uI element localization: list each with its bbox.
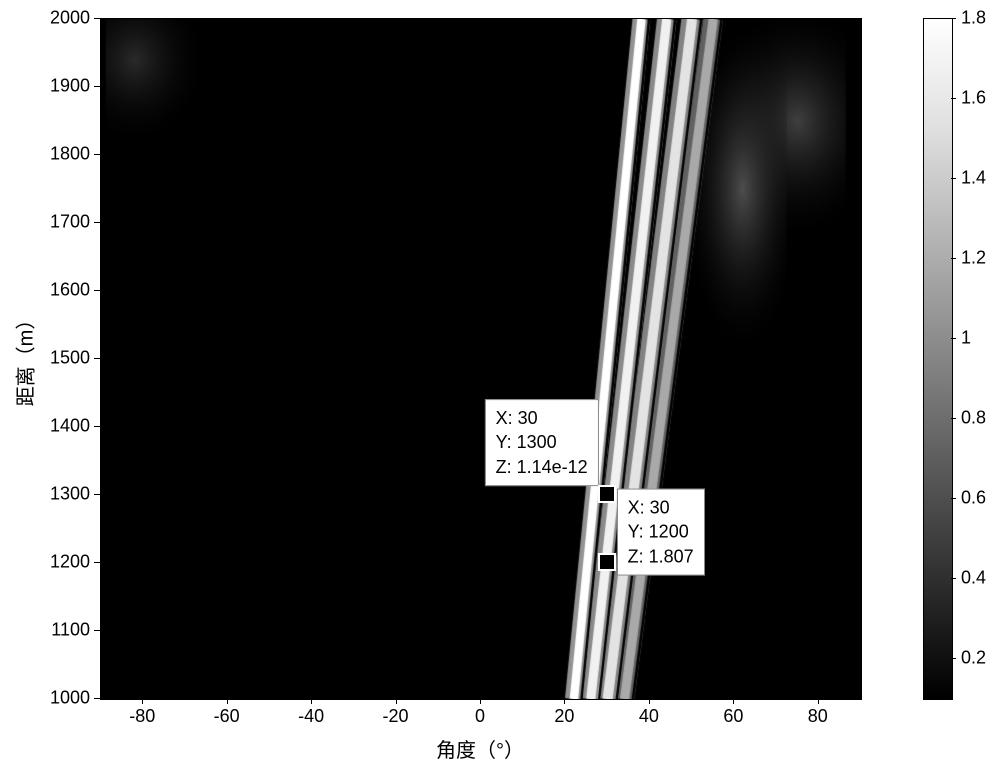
tick-label: -60 xyxy=(214,706,240,727)
axis-tick xyxy=(480,698,481,704)
tick-label: 1500 xyxy=(50,348,90,369)
heatmap-plot xyxy=(100,18,862,700)
tick-label: 0.6 xyxy=(961,488,986,509)
tick-label: 2000 xyxy=(50,8,90,29)
tick-label: 1.6 xyxy=(961,88,986,109)
axis-tick xyxy=(94,222,100,223)
axis-tick xyxy=(94,358,100,359)
tick-label: 1200 xyxy=(50,552,90,573)
axis-tick xyxy=(951,498,956,499)
datatip-marker[interactable] xyxy=(598,485,616,503)
tick-label: 1.2 xyxy=(961,248,986,269)
x-axis-label: 角度（°） xyxy=(436,734,524,763)
axis-tick xyxy=(951,178,956,179)
tick-label: 1700 xyxy=(50,212,90,233)
axis-tick xyxy=(396,698,397,704)
axis-tick xyxy=(94,698,100,699)
tick-label: -20 xyxy=(383,706,409,727)
tick-label: 0.2 xyxy=(961,648,986,669)
axis-tick xyxy=(951,658,956,659)
tick-label: 60 xyxy=(723,706,743,727)
datatip-y: Y: 1300 xyxy=(496,430,588,454)
datatip-box[interactable]: X: 30Y: 1300Z: 1.14e-12 xyxy=(485,399,599,486)
axis-tick xyxy=(951,258,956,259)
tick-label: 0.4 xyxy=(961,568,986,589)
axis-tick xyxy=(311,698,312,704)
tick-label: 1300 xyxy=(50,484,90,505)
axis-tick xyxy=(94,18,100,19)
tick-label: 1.8 xyxy=(961,8,986,29)
tick-label: 0 xyxy=(475,706,485,727)
axis-tick xyxy=(94,86,100,87)
datatip-y: Y: 1200 xyxy=(628,520,694,544)
datatip-marker[interactable] xyxy=(598,553,616,571)
tick-label: 1400 xyxy=(50,416,90,437)
axis-tick xyxy=(951,18,956,19)
axis-tick xyxy=(733,698,734,704)
tick-label: 1600 xyxy=(50,280,90,301)
axis-tick xyxy=(94,154,100,155)
datatip-x: X: 30 xyxy=(496,406,588,430)
axis-tick xyxy=(951,578,956,579)
tick-label: 1.4 xyxy=(961,168,986,189)
tick-label: 20 xyxy=(554,706,574,727)
datatip-x: X: 30 xyxy=(628,496,694,520)
heatmap-canvas xyxy=(101,19,861,699)
datatip-box[interactable]: X: 30Y: 1200Z: 1.807 xyxy=(617,489,705,576)
axis-tick xyxy=(94,562,100,563)
axis-tick xyxy=(951,98,956,99)
axis-tick xyxy=(94,630,100,631)
axis-tick xyxy=(951,418,956,419)
axis-tick xyxy=(94,426,100,427)
tick-label: -80 xyxy=(129,706,155,727)
axis-tick xyxy=(227,698,228,704)
datatip-z: Z: 1.14e-12 xyxy=(496,455,588,479)
tick-label: 40 xyxy=(639,706,659,727)
tick-label: 1100 xyxy=(51,620,90,641)
datatip-z: Z: 1.807 xyxy=(628,544,694,568)
tick-label: 0.8 xyxy=(961,408,986,429)
tick-label: 1800 xyxy=(50,144,90,165)
y-axis-label: 距离（m） xyxy=(10,310,39,407)
tick-label: 1 xyxy=(961,328,971,349)
tick-label: 1000 xyxy=(50,688,90,709)
colorbar xyxy=(923,18,953,700)
colorbar-canvas xyxy=(924,19,952,699)
tick-label: 1900 xyxy=(50,76,90,97)
axis-tick xyxy=(818,698,819,704)
axis-tick xyxy=(94,290,100,291)
axis-tick xyxy=(649,698,650,704)
tick-label: -40 xyxy=(298,706,324,727)
axis-tick xyxy=(94,494,100,495)
axis-tick xyxy=(142,698,143,704)
axis-tick xyxy=(564,698,565,704)
tick-label: 80 xyxy=(808,706,828,727)
axis-tick xyxy=(951,338,956,339)
